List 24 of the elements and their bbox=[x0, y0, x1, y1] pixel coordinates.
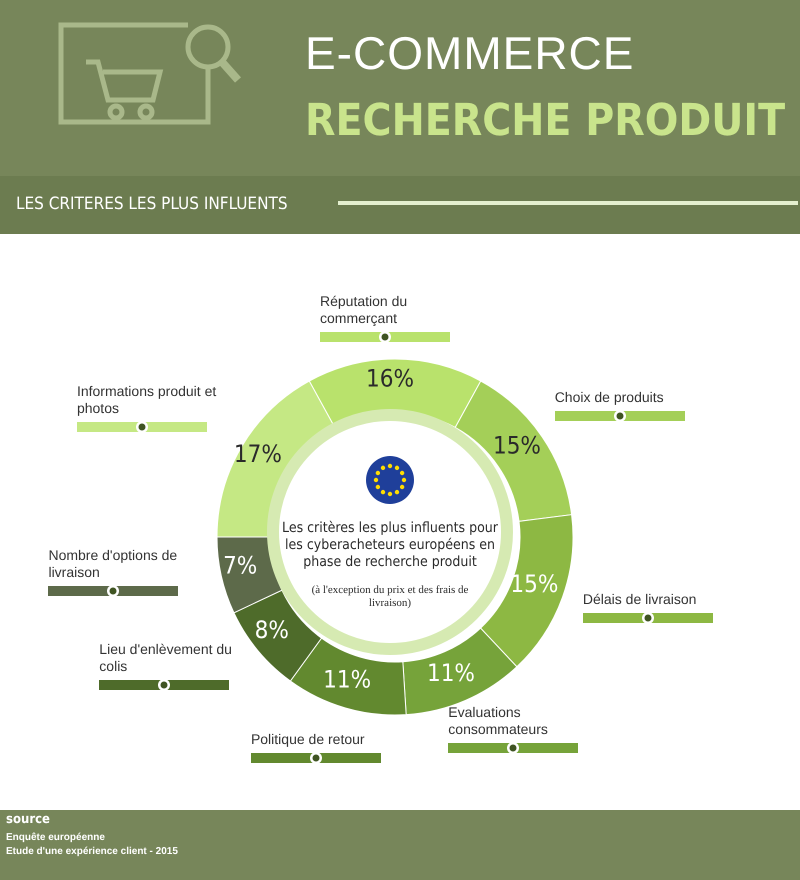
slice-label: Nombre d'options de livraison bbox=[48, 546, 178, 582]
text: Les critères les plus influents pour les cyberacheteurs européens en phase de recherche produit bbox=[281, 520, 499, 571]
data-label: 8% bbox=[254, 616, 289, 644]
chart-subtitle: RECHERCHE PRODUIT bbox=[305, 95, 786, 146]
data-label: 11% bbox=[426, 658, 475, 687]
text: Etude d'une expérience client - 2015 bbox=[6, 846, 178, 857]
text: LES CRITERES LES PLUS INFLUENTS bbox=[16, 194, 288, 214]
data-label: 15% bbox=[510, 570, 558, 598]
text: source bbox=[6, 812, 50, 827]
slice-label: Evaluations consommateurs bbox=[448, 703, 549, 738]
data-label: 17% bbox=[234, 440, 282, 468]
slice-label: Lieu d'enlèvement du colis bbox=[99, 640, 233, 676]
data-label: 16% bbox=[366, 364, 414, 392]
text: Enquête européenne bbox=[6, 832, 105, 843]
slice-label: Réputation du commerçant bbox=[320, 292, 408, 327]
text: (à l'exception du prix et des frais de livraison) bbox=[310, 584, 470, 610]
data-label: 7% bbox=[223, 551, 258, 580]
slice-label: Politique de retour bbox=[250, 730, 366, 748]
slice-label: Informations produit et photos bbox=[76, 382, 217, 418]
slice-label: Délais de livraison bbox=[582, 590, 698, 608]
data-label: 15% bbox=[492, 432, 541, 460]
slice-label: Choix de produits bbox=[554, 388, 665, 406]
chart-title: E-COMMERCE bbox=[305, 26, 634, 80]
data-label: 11% bbox=[323, 665, 372, 694]
